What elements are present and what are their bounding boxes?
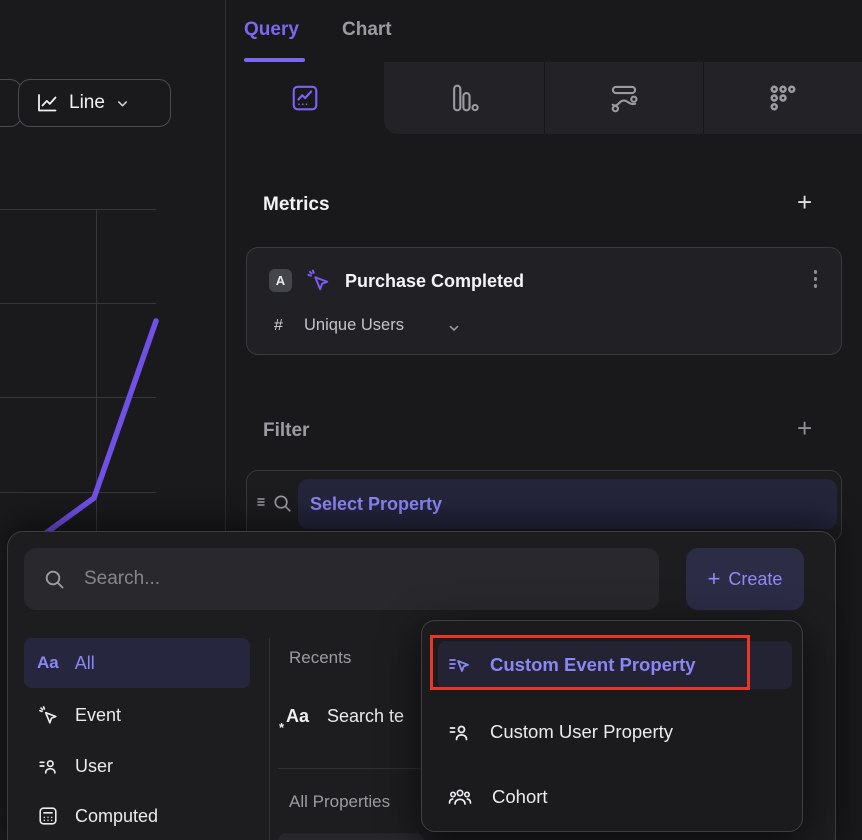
chart-gridline	[0, 209, 156, 210]
category-label: All	[74, 652, 95, 673]
drag-handle-icon[interactable]	[256, 496, 268, 508]
cohort-people-icon	[447, 784, 473, 810]
report-tab-flows[interactable]	[544, 62, 703, 134]
metrics-heading: Metrics	[263, 194, 330, 215]
bars-icon	[448, 82, 480, 114]
menu-item-custom-event-property[interactable]: Custom Event Property	[438, 641, 792, 689]
menu-item-cohort[interactable]: Cohort	[438, 773, 792, 821]
category-all[interactable]: Aa All	[24, 638, 250, 688]
tab-query[interactable]: Query	[244, 19, 299, 40]
filter-row-card: Select Property	[246, 470, 842, 542]
asterisk-icon: *	[279, 720, 285, 735]
category-label: Computed	[75, 805, 159, 826]
category-label: User	[75, 755, 114, 776]
aggregation-dropdown[interactable]: Unique Users	[304, 316, 404, 334]
category-computed[interactable]: Computed	[24, 791, 250, 840]
report-tab-retention[interactable]	[703, 62, 862, 134]
select-property-label: Select Property	[310, 493, 443, 514]
chart-gridline	[96, 209, 97, 532]
flows-icon	[608, 82, 640, 114]
chevron-down-icon	[115, 96, 130, 111]
add-metric-button[interactable]: +	[797, 187, 813, 217]
custom-event-property-icon	[447, 653, 471, 677]
filter-heading: Filter	[263, 420, 310, 441]
search-input[interactable]	[82, 567, 641, 591]
menu-item-custom-user-property[interactable]: Custom User Property	[438, 708, 792, 756]
recent-property-item[interactable]: Aa * Search te	[279, 706, 418, 735]
strip-divider	[703, 62, 704, 134]
chart-gridline	[0, 303, 156, 304]
category-event[interactable]: Event	[24, 690, 250, 740]
event-spark-icon	[305, 267, 331, 293]
search-icon	[42, 567, 66, 591]
custom-user-property-icon	[447, 720, 471, 744]
report-tab-insights[interactable]	[226, 62, 384, 134]
search-icon	[271, 492, 293, 514]
report-tab-funnels[interactable]	[384, 62, 544, 134]
category-label: Event	[75, 704, 122, 725]
annotation-red-box	[430, 635, 750, 690]
column-divider	[269, 638, 270, 840]
menu-item-label: Cohort	[492, 786, 548, 807]
select-property-field[interactable]: Select Property	[298, 479, 837, 529]
section-divider	[278, 768, 424, 769]
calculator-icon	[37, 805, 59, 827]
chart-gridline	[0, 397, 156, 398]
plus-icon: +	[707, 566, 721, 591]
add-filter-button[interactable]: +	[797, 413, 813, 443]
create-label: Create	[728, 568, 783, 589]
retention-dots-icon	[768, 83, 798, 113]
menu-item-label: Custom Event Property	[490, 654, 696, 675]
metric-series-badge: A	[269, 269, 292, 292]
chart-type-dropdown[interactable]: Line	[18, 79, 171, 127]
recents-header: Recents	[289, 648, 352, 667]
create-submenu: Custom Event Property Custom User Proper…	[421, 620, 803, 832]
property-row-partial[interactable]	[278, 833, 424, 840]
menu-item-label: Custom User Property	[490, 721, 673, 742]
metric-card[interactable]: A Purchase Completed # Unique Users	[246, 247, 842, 355]
custom-property-aa-icon: Aa *	[279, 706, 310, 735]
category-user[interactable]: User	[24, 741, 250, 791]
recent-property-label: Search te	[327, 706, 405, 726]
user-list-icon	[37, 755, 59, 777]
strip-divider	[544, 62, 545, 134]
chart-type-label: Line	[69, 92, 105, 113]
chart-gridline	[0, 492, 156, 493]
aa-icon: Aa	[37, 653, 59, 672]
kebab-menu-icon[interactable]	[813, 270, 817, 288]
tab-chart[interactable]: Chart	[342, 19, 392, 40]
aggregation-hash-icon: #	[274, 317, 283, 334]
picker-search-box[interactable]	[24, 548, 659, 610]
active-tab-underline	[244, 58, 305, 62]
metric-event-name: Purchase Completed	[345, 271, 525, 291]
chevron-down-icon	[447, 321, 461, 335]
line-chart-icon	[35, 91, 59, 115]
create-button[interactable]: + Create	[686, 548, 804, 610]
insights-icon	[290, 83, 320, 113]
line-series	[25, 318, 159, 549]
event-spark-icon	[37, 704, 59, 726]
all-properties-header: All Properties	[289, 792, 391, 811]
